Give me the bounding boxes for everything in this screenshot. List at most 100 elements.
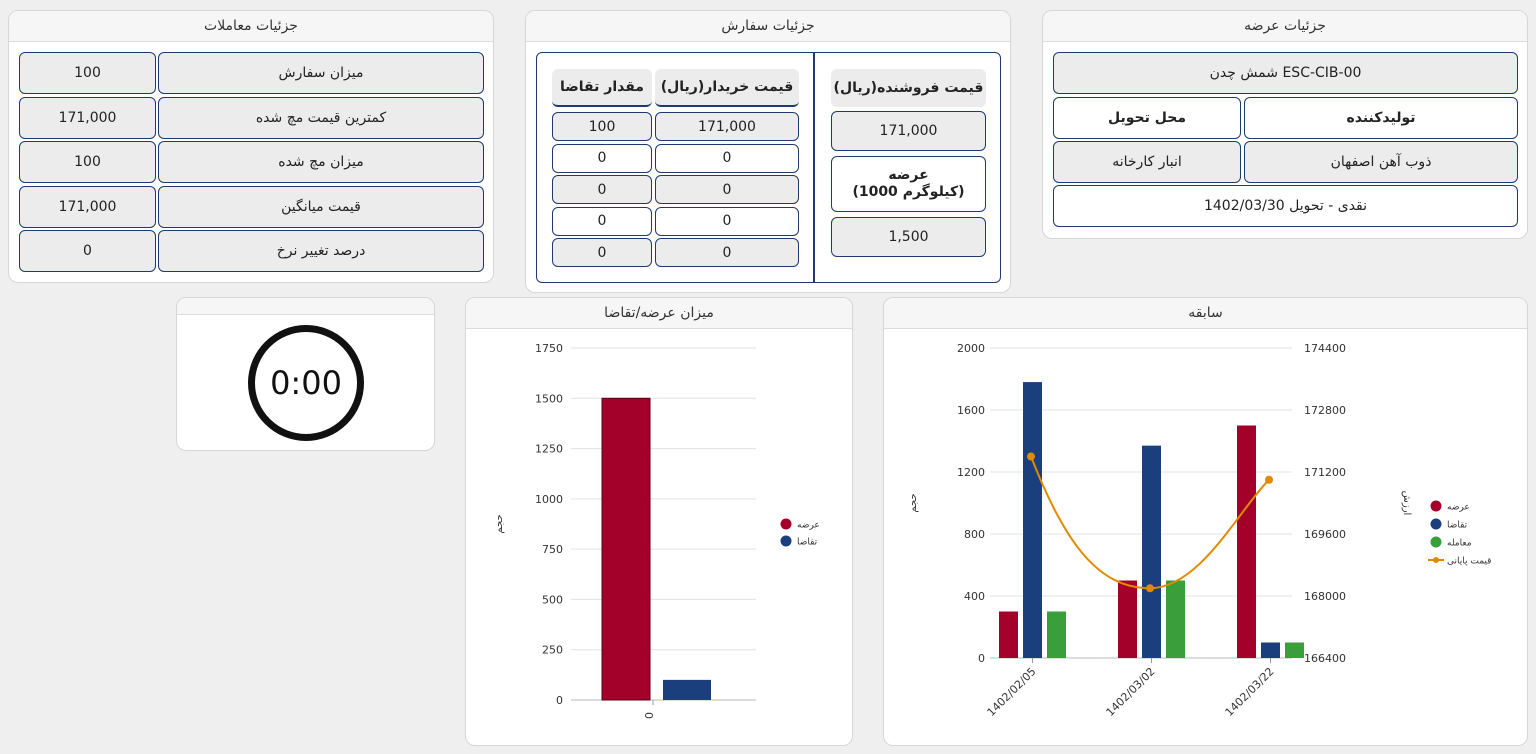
y2-tick-label-3: 171200: [1304, 466, 1346, 479]
x-tick-label-0: 0: [643, 712, 656, 719]
transaction-label-3: قیمت میانگین: [158, 185, 484, 228]
demand-qty-0: 100: [552, 112, 652, 141]
transaction-value-0: 100: [19, 52, 156, 94]
order-divider: [813, 52, 815, 283]
legend-label-0: عرضه: [797, 521, 820, 531]
y2-tick-label-5: 174400: [1304, 342, 1346, 355]
x-tick-label-2: 1402/03/22: [1223, 665, 1277, 719]
y-tick-label-0: 0: [556, 694, 563, 707]
supply-demand-chart: 0 250 500 750 1000 1250 1500 1750 حجم 0 عرضه تقاضا: [494, 342, 820, 719]
buyer-price-header: قیمت خریدار(ریال): [655, 69, 799, 107]
history-chart-title: سابقه: [884, 298, 1527, 329]
bar-تقاضا-0: [663, 679, 711, 700]
y-tick-label-3: 1200: [957, 466, 985, 479]
bar-عرضه-0: [999, 611, 1018, 658]
transaction-label-4: درصد تغییر نرخ: [158, 230, 484, 272]
bar-معامله-1: [1166, 580, 1185, 658]
supply-demand-chart-panel: میزان عرضه/تقاضا 0 250 500 750 1000 1250 1500 1…: [465, 297, 853, 746]
legend-marker-1: [1430, 518, 1442, 530]
legend-label-2: معامله: [1447, 539, 1472, 549]
legend-marker-1: [780, 535, 792, 547]
buyer-price-1: 0: [655, 143, 799, 173]
y2-tick-label-0: 166400: [1304, 652, 1346, 665]
x-tick-label-1: 1402/03/02: [1104, 665, 1158, 719]
bar-عرضه-2: [1237, 425, 1256, 658]
supply-amount-label: عرضه (1000 کیلوگرم): [831, 156, 986, 212]
buyer-price-3: 0: [655, 206, 799, 236]
producer-value: ذوب آهن اصفهان: [1244, 141, 1518, 183]
bar-عرضه-1: [1118, 580, 1137, 658]
seller-price-value: 171,000: [831, 111, 986, 151]
y-axis-label: حجم: [494, 514, 505, 533]
y-tick-label-1: 400: [964, 590, 985, 603]
buyer-price-2: 0: [655, 175, 799, 204]
seller-price-header: قیمت فروشنده(ریال): [831, 69, 986, 107]
transaction-label-1: کمترین قیمت مچ شده: [158, 96, 484, 139]
y2-tick-label-4: 172800: [1304, 404, 1346, 417]
order-panel: جزئیات سفارش قیمت فروشنده(ریال) 171,000 …: [525, 10, 1011, 293]
legend-label-1: تقاضا: [797, 538, 818, 548]
transaction-value-3: 171,000: [19, 185, 156, 228]
delivery-header: محل تحویل: [1053, 97, 1241, 139]
transaction-value-2: 100: [19, 141, 156, 183]
y-tick-label-3: 750: [542, 543, 563, 556]
price-point-0: [1027, 452, 1035, 461]
transactions-panel: جزئیات معاملات میزان سفارش 100 کمترین قیمت…: [8, 10, 494, 283]
legend-label-0: عرضه: [1447, 503, 1470, 513]
timer-panel: 0:00: [176, 297, 435, 451]
demand-qty-header: مقدار تقاضا: [552, 69, 652, 107]
y-tick-label-5: 2000: [957, 342, 985, 355]
y2-tick-label-1: 168000: [1304, 590, 1346, 603]
buyer-price-0: 171,000: [655, 112, 799, 141]
supply-demand-chart-title: میزان عرضه/تقاضا: [466, 298, 852, 329]
price-point-2: [1265, 475, 1273, 484]
legend-marker-2: [1430, 536, 1442, 548]
y2-axis-label: ارزش: [1401, 491, 1412, 516]
product-name: شمش چدن ESC-CIB-00: [1053, 52, 1518, 94]
supply-unit: (1000 کیلوگرم): [852, 184, 965, 200]
supply-amount-value: 1,500: [831, 217, 986, 257]
y-axis-label: حجم: [908, 493, 919, 512]
y-tick-label-6: 1500: [535, 392, 563, 405]
transaction-value-1: 171,000: [19, 96, 156, 139]
order-title: جزئیات سفارش: [526, 11, 1010, 42]
history-chart-panel: سابقه 0 400 800 1200 1600 2000 166400 168000 169…: [883, 297, 1528, 746]
order-inner: [536, 52, 1001, 283]
y-tick-label-4: 1000: [535, 493, 563, 506]
delivery-terms: نقدی - تحویل 1402/03/30: [1053, 185, 1518, 227]
legend-label-price: قیمت پایانی: [1447, 557, 1491, 567]
demand-qty-4: 0: [552, 238, 652, 267]
history-chart: 0 400 800 1200 1600 2000 166400 168000 169600 171…: [908, 342, 1491, 719]
timer-header: [177, 298, 434, 315]
supply-panel: جزئیات عرضه شمش چدن ESC-CIB-00 تولیدکنند…: [1042, 10, 1528, 239]
transaction-label-2: میزان مچ شده: [158, 141, 484, 183]
price-point-1: [1146, 584, 1154, 593]
bar-تقاضا-1: [1142, 445, 1161, 658]
y-tick-label-1: 250: [542, 644, 563, 657]
x-tick-label-0: 1402/02/05: [985, 665, 1039, 719]
legend-marker-price: [1433, 557, 1439, 563]
y-tick-label-2: 800: [964, 528, 985, 541]
y-tick-label-4: 1600: [957, 404, 985, 417]
demand-qty-2: 0: [552, 175, 652, 204]
timer-value: 0:00: [270, 364, 342, 402]
demand-qty-1: 0: [552, 143, 652, 173]
y-tick-label-5: 1250: [535, 443, 563, 456]
supply-title: جزئیات عرضه: [1043, 11, 1527, 42]
bar-عرضه-0: [601, 397, 651, 701]
bar-تقاضا-2: [1261, 642, 1280, 658]
bar-معامله-2: [1285, 642, 1304, 658]
transactions-title: جزئیات معاملات: [9, 11, 493, 42]
y-tick-label-0: 0: [978, 652, 985, 665]
supply-label: عرضه: [888, 167, 929, 183]
bar-تقاضا-0: [1023, 382, 1042, 658]
transaction-value-4: 0: [19, 230, 156, 272]
legend-label-1: تقاضا: [1447, 521, 1468, 531]
y-tick-label-7: 1750: [535, 342, 563, 355]
y2-tick-label-2: 169600: [1304, 528, 1346, 541]
y-tick-label-2: 500: [542, 593, 563, 606]
demand-qty-3: 0: [552, 206, 652, 236]
bar-معامله-0: [1047, 611, 1066, 658]
producer-header: تولیدکننده: [1244, 97, 1518, 139]
timer-ring: 0:00: [248, 325, 364, 441]
